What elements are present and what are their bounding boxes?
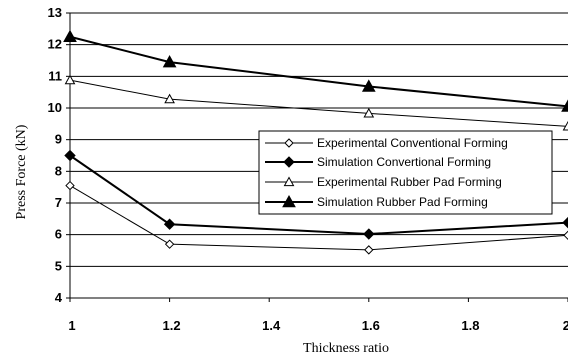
series-line-4 xyxy=(69,35,568,108)
legend-label-1: Experimental Conventional Forming xyxy=(317,136,508,150)
series-1-point-1 xyxy=(65,180,75,191)
y-tick-label-13: 13 xyxy=(48,5,62,20)
y-tick-label-6: 6 xyxy=(55,227,62,242)
series-3-point-1 xyxy=(64,74,76,85)
legend-label-4: Simulation Rubber Pad Forming xyxy=(317,195,488,209)
legend-marker-4 xyxy=(282,194,296,208)
x-tick-label-1.4: 1.4 xyxy=(262,318,281,333)
series-4-point-2 xyxy=(162,55,177,68)
series-2-point-4 xyxy=(562,216,568,229)
legend-marker-1 xyxy=(284,138,294,148)
y-tick-label-5: 5 xyxy=(55,258,62,273)
x-tick-label-2: 2 xyxy=(563,318,568,333)
series-1-point-2 xyxy=(164,239,175,249)
series-3-point-3 xyxy=(363,107,375,118)
x-tick-labels: 1 1.2 1.4 1.6 1.8 2 xyxy=(68,318,568,333)
legend-marker-2 xyxy=(283,156,295,168)
legend-markers xyxy=(265,138,313,208)
series-line-2 xyxy=(69,154,568,236)
series-4-point-1 xyxy=(63,29,77,43)
legend-marker-3 xyxy=(283,176,295,187)
legend: Experimental Conventional Forming Simula… xyxy=(258,130,553,215)
series-1-point-4 xyxy=(563,230,568,241)
series-4-point-4 xyxy=(561,99,568,112)
series-3-point-2 xyxy=(164,93,175,104)
x-axis-title: Thickness ratio xyxy=(303,341,389,356)
y-axis-title: Press Force (kN) xyxy=(14,124,29,219)
y-tick-label-9: 9 xyxy=(55,132,62,147)
legend-label-3: Experimental Rubber Pad Forming xyxy=(317,175,502,189)
series-1-point-3 xyxy=(364,245,374,255)
series-2-point-3 xyxy=(363,228,375,240)
series-lines xyxy=(63,29,568,255)
series-4-point-3 xyxy=(361,79,376,92)
y-tick-label-10: 10 xyxy=(48,100,62,115)
series-line-1 xyxy=(69,185,568,251)
y-tick-labels: 4 5 6 7 8 9 10 11 12 13 xyxy=(48,5,63,305)
x-tick-label-1.2: 1.2 xyxy=(163,318,181,333)
series-2-point-2 xyxy=(163,218,176,230)
y-tick-label-7: 7 xyxy=(55,195,62,210)
x-tick-label-1.6: 1.6 xyxy=(362,318,380,333)
x-tick-label-1: 1 xyxy=(68,318,75,333)
x-tick-label-1.8: 1.8 xyxy=(461,318,479,333)
y-tick-label-8: 8 xyxy=(55,163,62,178)
series-2-point-1 xyxy=(64,149,76,162)
legend-box xyxy=(258,130,553,215)
series-3-point-4 xyxy=(562,120,568,131)
legend-label-2: Simulation Convertional Forming xyxy=(317,155,491,169)
y-tick-label-11: 11 xyxy=(48,68,62,83)
y-tick-label-4: 4 xyxy=(55,290,63,305)
y-tick-label-12: 12 xyxy=(48,37,62,52)
series-line-3 xyxy=(69,79,568,127)
